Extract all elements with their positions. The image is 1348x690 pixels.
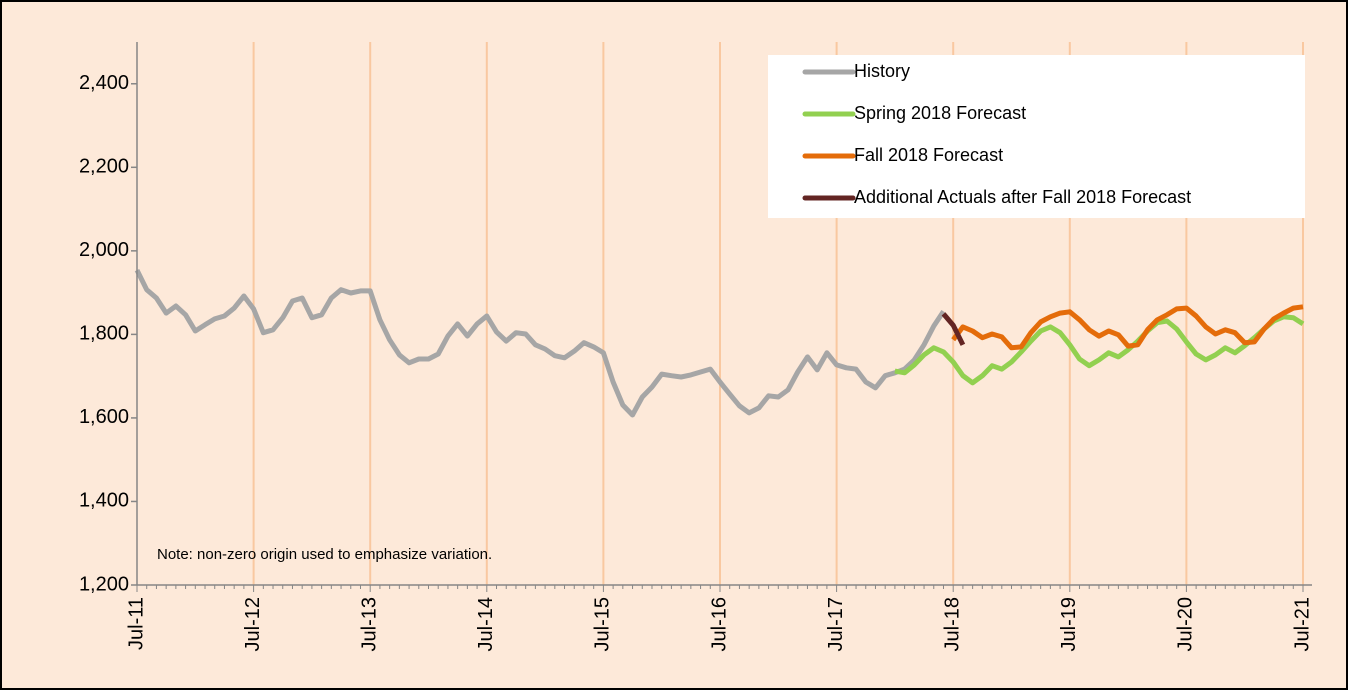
- series-line: [941, 312, 966, 346]
- axes: 1,200 1,400 1,600 1,800 2,000 2,200 2,400 Jul-1…: [79, 42, 1313, 651]
- x-tick-label: Jul-15: [592, 597, 614, 651]
- legend-label: History: [854, 61, 910, 81]
- legend: History Spring 2018 Forecast Fall 2018 For…: [768, 55, 1305, 218]
- y-tick-label: 1,600: [79, 406, 129, 428]
- x-tick-label: Jul-16: [708, 597, 730, 651]
- note: Note: non-zero origin used to emphasize …: [157, 546, 492, 563]
- legend-box: [768, 55, 1305, 218]
- y-tick-label: 2,000: [79, 239, 129, 261]
- y-tick-label: 1,800: [79, 323, 129, 345]
- series-line: [134, 268, 946, 418]
- y-tick-label: 1,400: [79, 490, 129, 512]
- series-line: [951, 304, 1304, 351]
- x-tick-label: Jul-12: [242, 597, 264, 651]
- y-tick-label: 2,400: [79, 72, 129, 94]
- x-tick-label: Jul-14: [475, 597, 497, 651]
- x-tick-label: Jul-13: [358, 597, 380, 651]
- x-tick-label: Jul-17: [825, 597, 847, 651]
- plot-lines: [134, 268, 1305, 418]
- y-tick-label: 1,200: [79, 573, 129, 595]
- x-tick-label: Jul-18: [941, 597, 963, 651]
- series-line: [894, 314, 1305, 386]
- x-tick-label: Jul-11: [125, 597, 147, 650]
- x-tick-label: Jul-19: [1058, 597, 1080, 651]
- x-tick-label: Jul-20: [1175, 597, 1197, 651]
- legend-label: Spring 2018 Forecast: [854, 103, 1026, 123]
- y-tick-label: 2,200: [79, 156, 129, 178]
- legend-label: Fall 2018 Forecast: [854, 145, 1003, 165]
- x-tick-label: Jul-21: [1291, 597, 1313, 651]
- legend-label: Additional Actuals after Fall 2018 Forec…: [854, 187, 1191, 207]
